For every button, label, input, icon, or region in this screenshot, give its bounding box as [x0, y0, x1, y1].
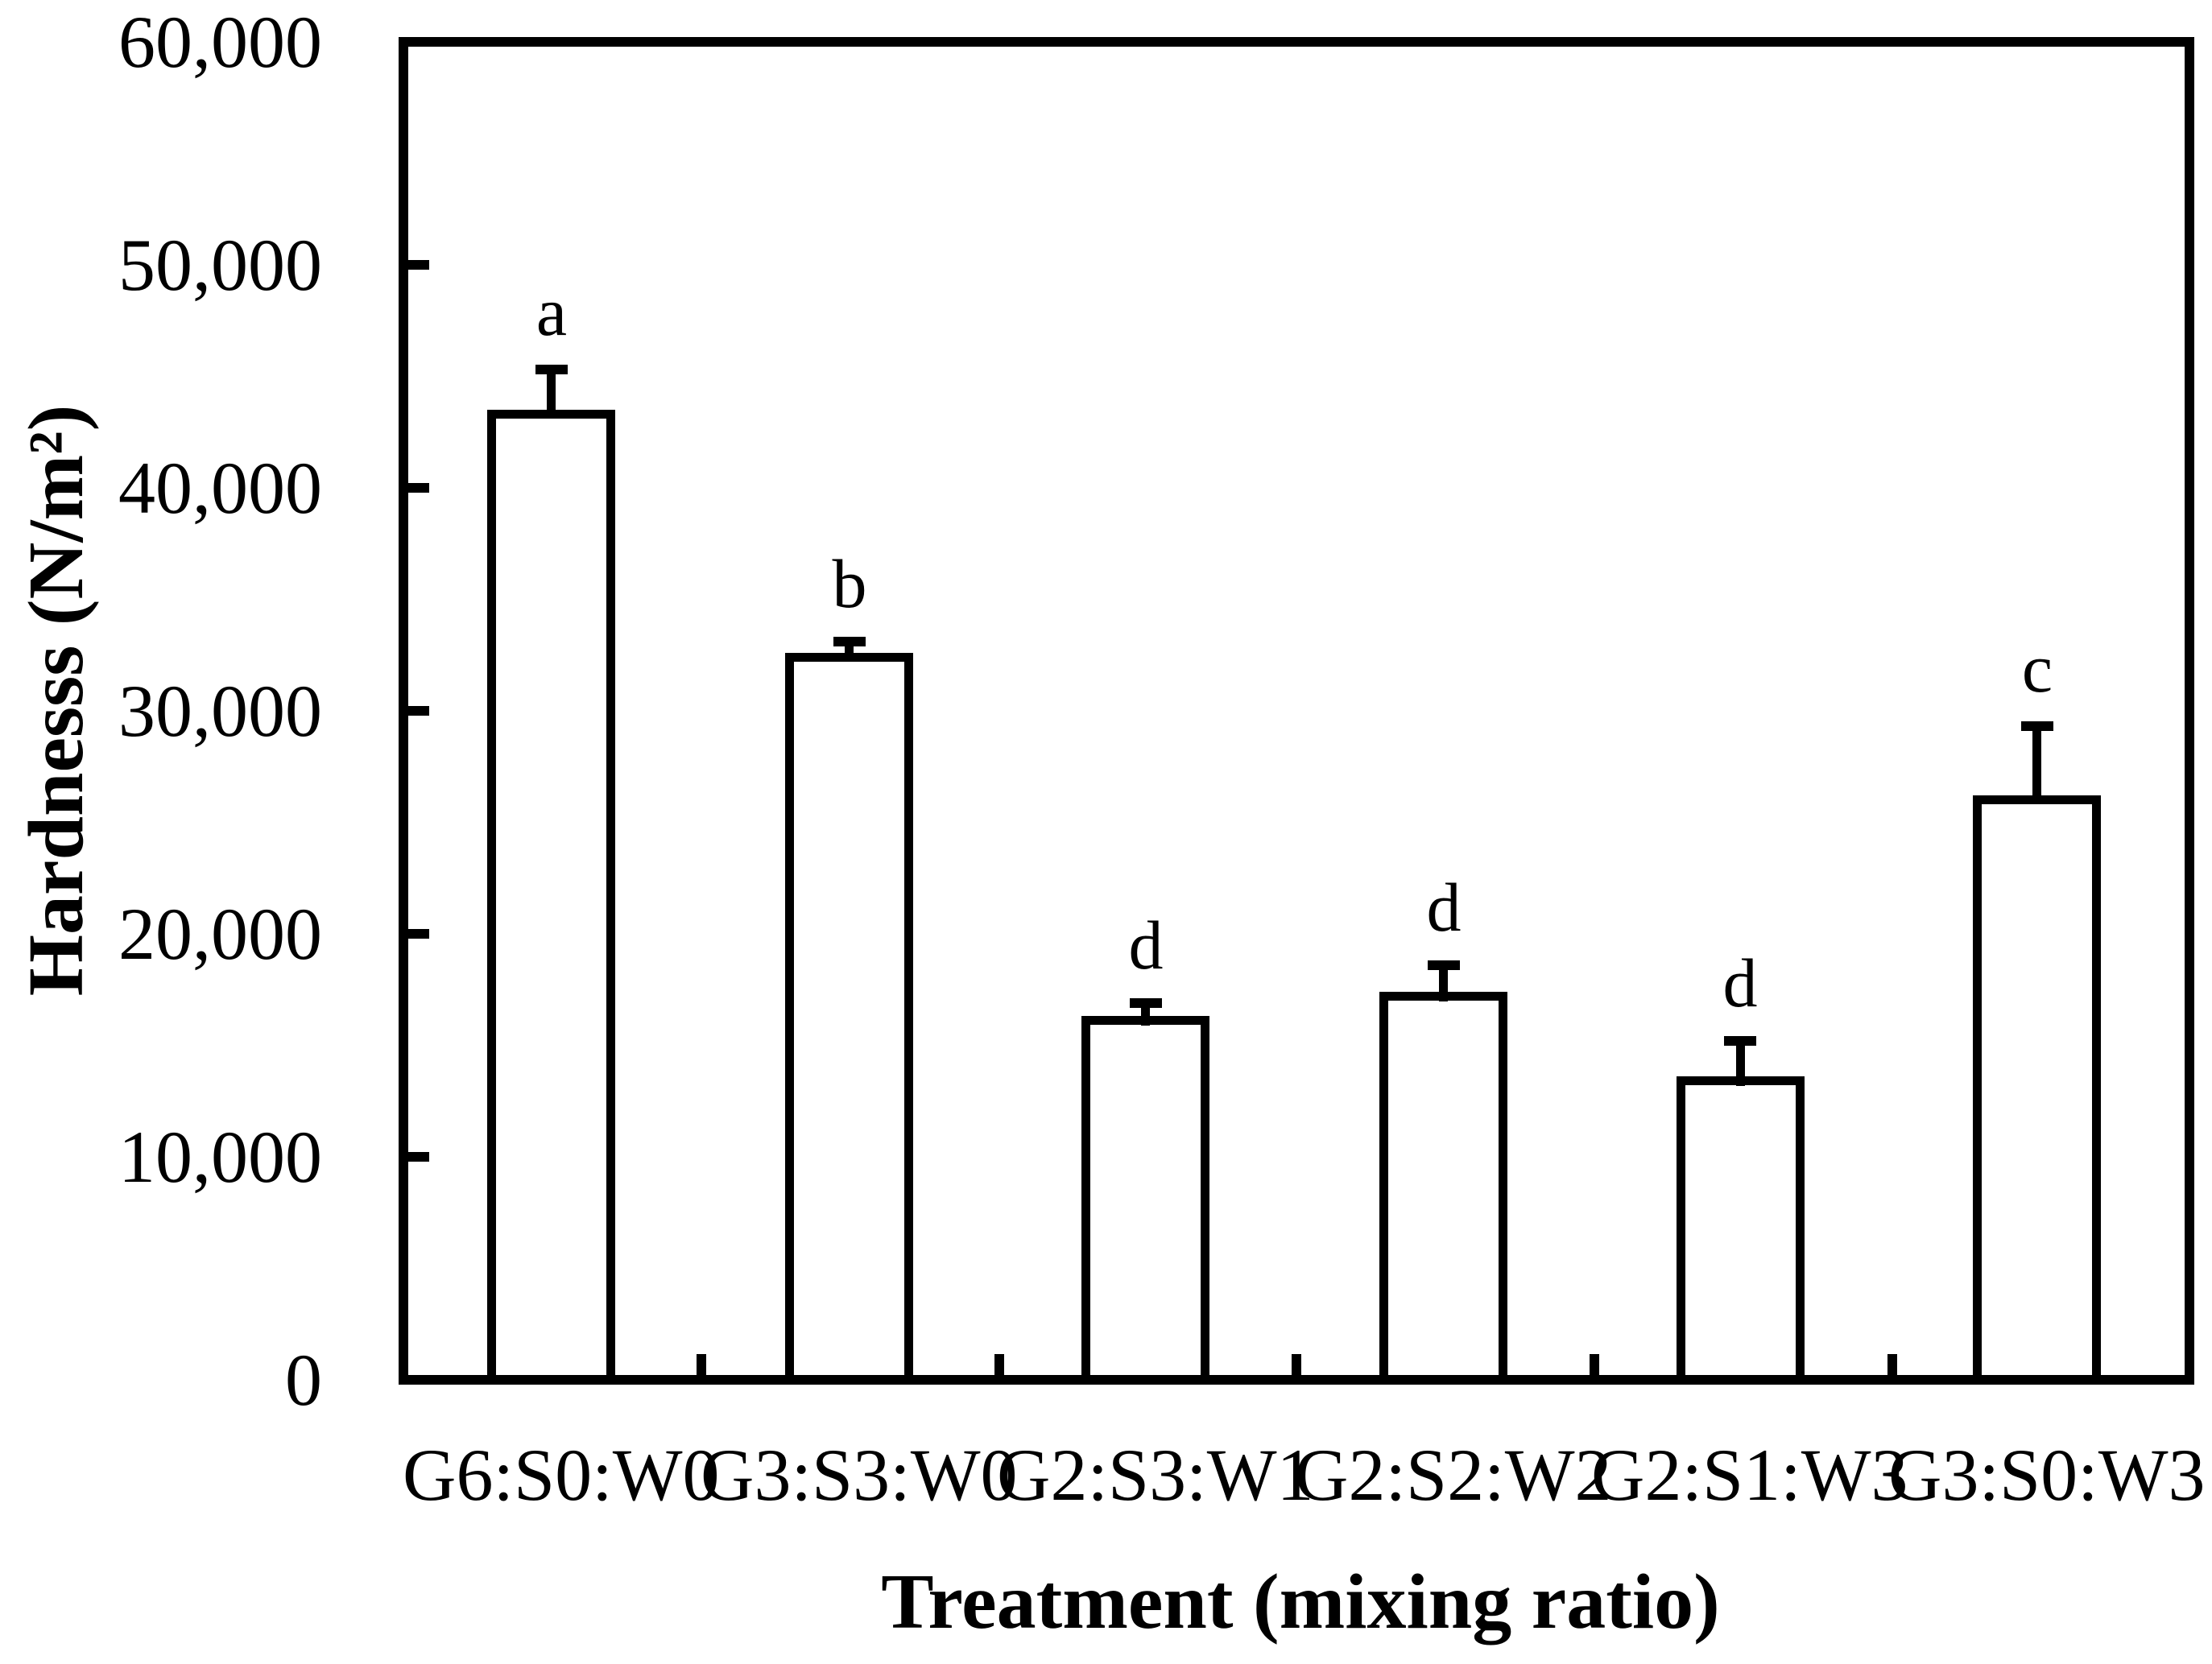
bar [1973, 795, 2101, 1375]
error-bar-cap [1724, 1036, 1756, 1046]
y-axis-title: Hardnesss (N/m²) [13, 404, 100, 997]
x-axis-tick [994, 1354, 1004, 1375]
y-tick-label: 50,000 [118, 224, 322, 306]
y-axis-tick [408, 260, 429, 270]
plot-area [399, 37, 2194, 1385]
x-tick-label: G2:S1:W3 [1591, 1434, 1908, 1516]
bar [487, 410, 615, 1375]
x-axis-tick [697, 1354, 706, 1375]
y-tick-label: 30,000 [118, 670, 322, 752]
error-bar-stem [1439, 965, 1448, 1001]
significance-letter: d [1128, 906, 1164, 984]
significance-letter: c [2021, 630, 2053, 707]
error-bar-cap [535, 365, 568, 374]
error-bar-stem [1141, 1003, 1150, 1026]
x-tick-label: G3:S0:W3 [1888, 1434, 2206, 1516]
error-bar-cap [1428, 960, 1460, 970]
bar [1379, 992, 1507, 1375]
bar [785, 653, 913, 1375]
y-tick-label: 60,000 [118, 1, 322, 83]
error-bar-cap [1130, 998, 1162, 1008]
significance-letter: b [832, 545, 867, 622]
error-bar-stem [845, 642, 854, 662]
significance-letter: a [535, 273, 568, 350]
error-bar-stem [547, 370, 556, 419]
y-axis-tick [408, 706, 429, 716]
error-bar-stem [1736, 1041, 1745, 1086]
error-bar-stem [2032, 726, 2041, 804]
x-tick-label: G2:S3:W1 [997, 1434, 1314, 1516]
y-axis-tick [408, 929, 429, 939]
error-bar-cap [2021, 721, 2053, 731]
bar [1677, 1076, 1805, 1375]
y-tick-label: 0 [285, 1339, 322, 1421]
significance-letter: d [1722, 944, 1758, 1022]
x-axis-title: Treatment (mixing ratio) [881, 1559, 1720, 1645]
x-axis-tick [1590, 1354, 1599, 1375]
y-axis-tick [408, 483, 429, 493]
bar [1081, 1016, 1209, 1375]
significance-letter: d [1426, 869, 1462, 946]
x-axis-tick [1887, 1354, 1897, 1375]
y-tick-label: 40,000 [118, 447, 322, 529]
x-tick-label: G6:S0:W0 [403, 1434, 720, 1516]
y-tick-label: 10,000 [118, 1116, 322, 1198]
x-axis-tick [1292, 1354, 1301, 1375]
y-tick-label: 20,000 [118, 893, 322, 975]
x-tick-label: G2:S2:W2 [1295, 1434, 1612, 1516]
error-bar-cap [833, 637, 866, 646]
x-tick-label: G3:S3:W0 [701, 1434, 1018, 1516]
y-axis-tick [408, 1152, 429, 1162]
